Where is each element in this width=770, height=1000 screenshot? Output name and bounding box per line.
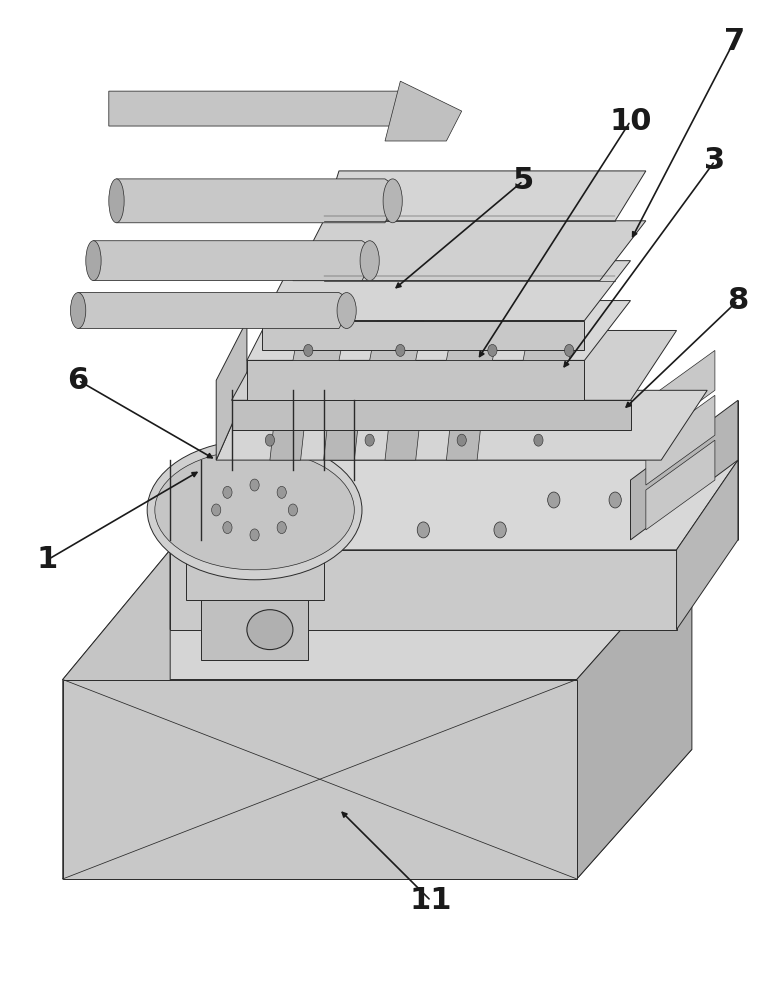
Polygon shape bbox=[109, 91, 416, 126]
Polygon shape bbox=[232, 400, 631, 430]
Circle shape bbox=[250, 479, 259, 491]
Circle shape bbox=[457, 434, 467, 446]
Ellipse shape bbox=[155, 450, 354, 570]
Polygon shape bbox=[170, 550, 677, 630]
Ellipse shape bbox=[85, 241, 101, 281]
Polygon shape bbox=[646, 395, 715, 485]
Circle shape bbox=[396, 344, 405, 356]
Text: 11: 11 bbox=[410, 886, 452, 915]
Polygon shape bbox=[63, 550, 692, 680]
Circle shape bbox=[277, 522, 286, 534]
Circle shape bbox=[494, 522, 506, 538]
Circle shape bbox=[223, 522, 232, 534]
Ellipse shape bbox=[147, 440, 362, 580]
Polygon shape bbox=[447, 320, 500, 360]
Ellipse shape bbox=[360, 241, 380, 281]
Text: 6: 6 bbox=[68, 366, 89, 395]
Circle shape bbox=[241, 522, 253, 538]
Text: 8: 8 bbox=[728, 286, 748, 315]
Polygon shape bbox=[270, 390, 308, 460]
Text: 5: 5 bbox=[513, 166, 534, 195]
Circle shape bbox=[564, 344, 574, 356]
Polygon shape bbox=[447, 390, 485, 460]
Polygon shape bbox=[201, 600, 308, 660]
Polygon shape bbox=[646, 440, 715, 530]
Polygon shape bbox=[577, 550, 692, 879]
Polygon shape bbox=[385, 390, 424, 460]
Circle shape bbox=[365, 434, 374, 446]
Ellipse shape bbox=[70, 293, 85, 328]
Polygon shape bbox=[293, 320, 346, 360]
Circle shape bbox=[288, 504, 297, 516]
Polygon shape bbox=[247, 301, 631, 360]
Polygon shape bbox=[247, 360, 584, 400]
Circle shape bbox=[547, 492, 560, 508]
Polygon shape bbox=[677, 460, 738, 630]
Ellipse shape bbox=[398, 94, 417, 124]
Circle shape bbox=[212, 504, 221, 516]
Text: 3: 3 bbox=[705, 146, 725, 175]
Polygon shape bbox=[63, 749, 692, 879]
Polygon shape bbox=[631, 400, 738, 540]
Polygon shape bbox=[170, 460, 216, 630]
Ellipse shape bbox=[337, 293, 357, 328]
Polygon shape bbox=[263, 261, 631, 320]
Polygon shape bbox=[646, 350, 715, 440]
Polygon shape bbox=[63, 550, 170, 879]
Polygon shape bbox=[523, 320, 577, 360]
Circle shape bbox=[417, 522, 430, 538]
Polygon shape bbox=[370, 320, 424, 360]
Polygon shape bbox=[216, 320, 247, 460]
Ellipse shape bbox=[247, 610, 293, 650]
Circle shape bbox=[277, 486, 286, 498]
Circle shape bbox=[534, 434, 543, 446]
Ellipse shape bbox=[383, 179, 402, 223]
Circle shape bbox=[303, 344, 313, 356]
Text: 7: 7 bbox=[724, 27, 745, 56]
Circle shape bbox=[609, 492, 621, 508]
Polygon shape bbox=[216, 390, 707, 460]
Polygon shape bbox=[78, 293, 354, 328]
Circle shape bbox=[223, 486, 232, 498]
Polygon shape bbox=[385, 81, 462, 141]
Polygon shape bbox=[170, 460, 738, 550]
Polygon shape bbox=[293, 221, 646, 281]
Circle shape bbox=[340, 522, 353, 538]
Text: 10: 10 bbox=[609, 107, 651, 136]
Polygon shape bbox=[93, 241, 377, 281]
Circle shape bbox=[250, 529, 259, 541]
Polygon shape bbox=[323, 171, 646, 221]
Polygon shape bbox=[323, 390, 362, 460]
Polygon shape bbox=[263, 320, 584, 350]
Polygon shape bbox=[116, 179, 400, 223]
Circle shape bbox=[266, 434, 275, 446]
Polygon shape bbox=[63, 680, 577, 879]
Circle shape bbox=[488, 344, 497, 356]
Polygon shape bbox=[232, 330, 677, 400]
Ellipse shape bbox=[109, 179, 124, 223]
Polygon shape bbox=[186, 540, 323, 600]
Circle shape bbox=[663, 462, 675, 478]
Text: 1: 1 bbox=[37, 545, 58, 574]
